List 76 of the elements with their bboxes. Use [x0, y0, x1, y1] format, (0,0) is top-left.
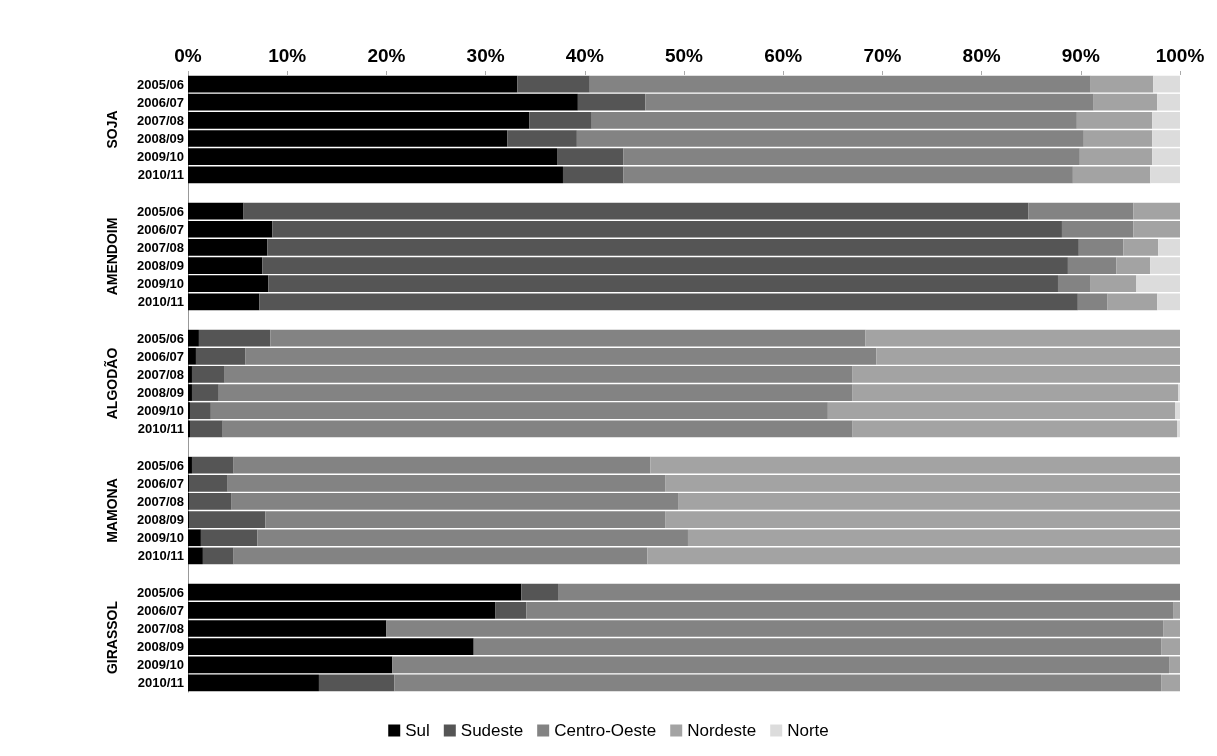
bar [243, 202, 1029, 220]
y-tick-label: 2010/11 [137, 167, 184, 183]
y-tick-label: 2008/09 [137, 385, 184, 401]
legend-label: Norte [787, 721, 829, 740]
y-tick-label: 2009/10 [137, 657, 184, 673]
x-tick-label: 50% [664, 45, 704, 66]
bar [852, 420, 1178, 438]
y-tick-label: 2009/10 [137, 149, 184, 165]
y-tick-label: 2008/09 [137, 639, 184, 655]
bar [1090, 75, 1154, 93]
y-tick-label: 2009/10 [137, 276, 184, 292]
text: MAMONA [104, 478, 120, 543]
x-tick-label: 100% [1155, 45, 1205, 66]
x-tick-label: 10% [268, 45, 307, 66]
y-tick-label: 2007/08 [137, 239, 184, 255]
text: GIRASSOL [104, 600, 120, 675]
text: AMENDOIM [104, 217, 120, 296]
y-tick-label: 2010/11 [137, 548, 184, 564]
y-tick-label: 2006/07 [137, 221, 184, 237]
bar [270, 329, 866, 347]
legend-label: Centro-Oeste [554, 721, 657, 740]
x-tick-label: 70% [863, 45, 902, 66]
bar [233, 547, 648, 565]
y-tick-label: 2010/11 [137, 421, 184, 437]
legend-label: Nordeste [687, 721, 757, 740]
bar [1153, 75, 1180, 93]
x-tick-label: 20% [367, 45, 406, 66]
bar [222, 420, 853, 438]
x-tick-label: 30% [466, 45, 505, 66]
bar [1161, 674, 1180, 692]
y-tick-label: 2010/11 [137, 294, 184, 310]
bar [394, 674, 1162, 692]
bar [589, 75, 1091, 93]
y-tick-label: 2010/11 [137, 675, 184, 691]
y-tick-label: 2006/07 [137, 94, 184, 110]
bar [188, 202, 244, 220]
x-tick-label: 0% [174, 45, 202, 66]
bar [198, 329, 271, 347]
y-tick-label: 2005/06 [137, 457, 184, 473]
bar [202, 547, 234, 565]
x-tick-label: 60% [764, 45, 803, 66]
y-tick-label: 2006/07 [137, 348, 184, 364]
y-tick-label: 2008/09 [137, 258, 184, 274]
y-tick-label: 2006/07 [137, 602, 184, 618]
bar [1177, 420, 1180, 438]
bar [517, 75, 590, 93]
bar [188, 329, 199, 347]
bar [865, 329, 1180, 347]
bar [188, 75, 518, 93]
legend-label: Sudeste [460, 721, 524, 740]
y-tick-label: 2007/08 [137, 366, 184, 382]
y-tick-label: 2009/10 [137, 530, 184, 546]
y-tick-label: 2007/08 [137, 112, 184, 128]
legend-label: Sul [405, 721, 430, 740]
y-tick-label: 2005/06 [137, 76, 184, 92]
x-tick-label: 40% [565, 45, 604, 66]
y-tick-label: 2008/09 [137, 131, 184, 147]
y-tick-label: 2009/10 [137, 403, 184, 419]
y-tick-label: 2005/06 [137, 584, 184, 600]
y-tick-label: 2006/07 [137, 475, 184, 491]
bar [1028, 202, 1134, 220]
y-tick-label: 2008/09 [137, 512, 184, 528]
y-tick-label: 2005/06 [137, 203, 184, 219]
x-tick-label: 90% [1061, 45, 1100, 66]
x-tick-label: 80% [962, 45, 1001, 66]
bar [318, 674, 395, 692]
bar [189, 420, 223, 438]
bar [1133, 202, 1180, 220]
bar [188, 674, 319, 692]
y-tick-label: 2007/08 [137, 493, 184, 509]
bar [188, 547, 203, 565]
y-tick-label: 2005/06 [137, 330, 184, 346]
text: SOJA [104, 110, 120, 149]
text: ALGODÃO [103, 347, 120, 420]
bar [647, 547, 1180, 565]
y-tick-label: 2007/08 [137, 620, 184, 636]
